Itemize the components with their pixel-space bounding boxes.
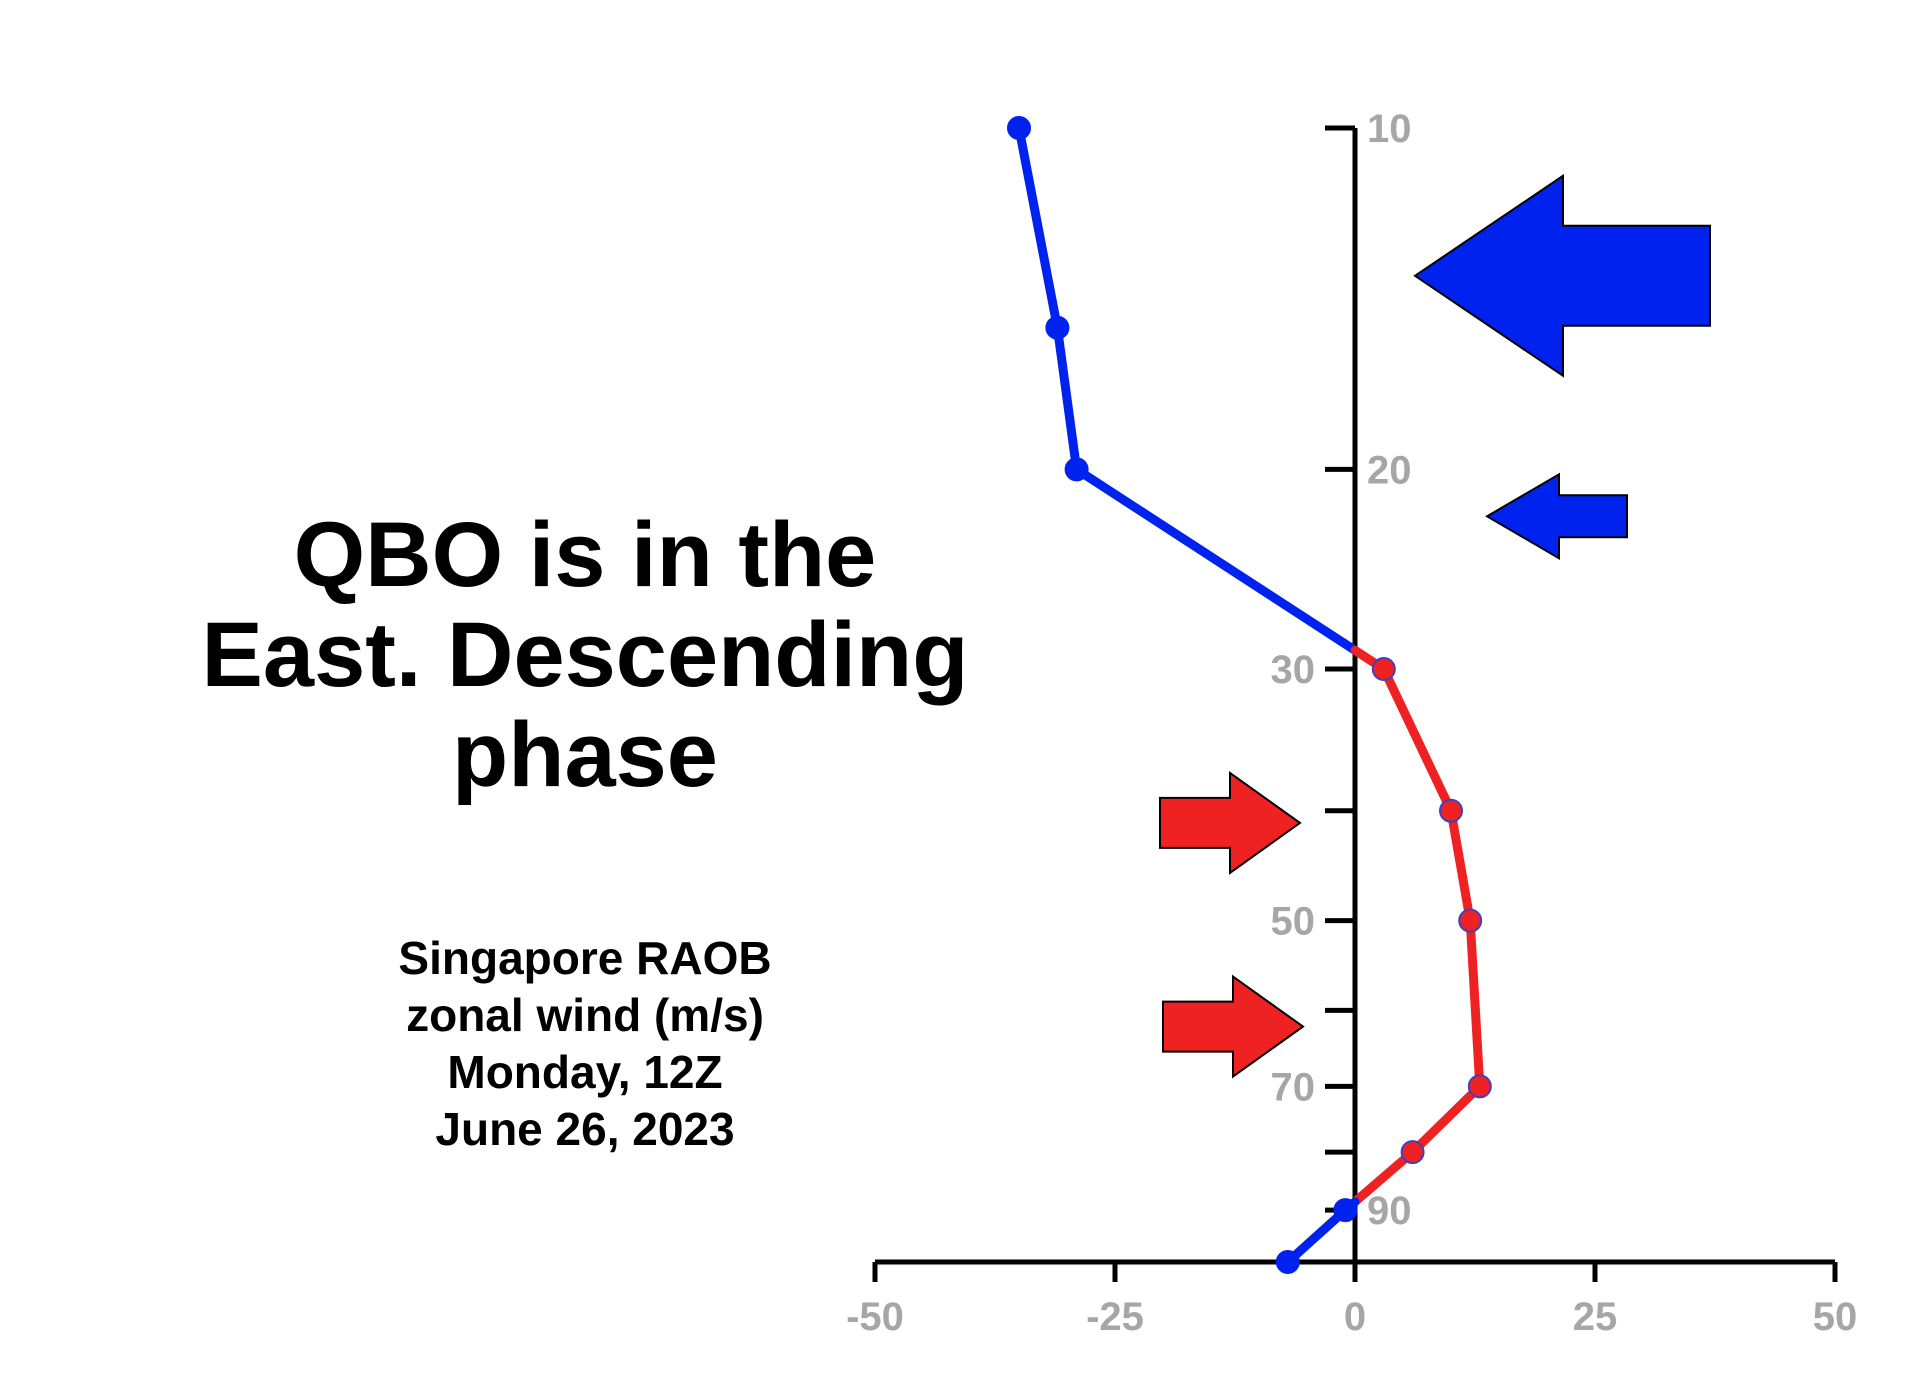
- series-segment: [1465, 916, 1485, 1091]
- headline-line-1: QBO is in the: [293, 504, 877, 606]
- data-point: [1045, 315, 1070, 340]
- data-point: [1333, 1198, 1358, 1223]
- y-tick-label: 10: [1367, 107, 1412, 151]
- left-arrow-icon: [1413, 173, 1711, 378]
- data-point: [1275, 1250, 1300, 1274]
- data-point: [1064, 457, 1089, 482]
- caption-station: Singapore RAOB: [398, 932, 772, 984]
- x-tick-label: 0: [1344, 1295, 1366, 1339]
- data-point: [1467, 1074, 1492, 1099]
- series-segment: [1283, 1205, 1350, 1267]
- wind-arrows: [1159, 173, 1711, 1079]
- y-tick-label: 20: [1367, 448, 1412, 492]
- series-segment: [1379, 664, 1456, 816]
- data-point: [1439, 798, 1463, 823]
- series-segment: [1446, 806, 1475, 926]
- series-segment: [1072, 464, 1360, 655]
- y-tick-label: 70: [1271, 1065, 1316, 1109]
- x-tick-label: -25: [1086, 1295, 1144, 1339]
- right-arrow-icon: [1162, 974, 1305, 1079]
- x-tick-label: -50: [846, 1295, 904, 1339]
- headline-line-3: phase: [452, 704, 718, 806]
- wind-series: [1007, 116, 1492, 1274]
- chart-axes: -50 -25 0 25 50 10 20 30 50 70 90: [846, 107, 1857, 1339]
- data-point: [1400, 1140, 1425, 1165]
- x-tick-label: 25: [1573, 1295, 1618, 1339]
- chart-caption: Singapore RAOB zonal wind (m/s) Monday, …: [290, 930, 880, 1158]
- data-point: [1007, 116, 1031, 140]
- left-arrow-icon: [1485, 472, 1628, 561]
- series-segment: [1014, 123, 1062, 333]
- y-tick-label: 30: [1271, 648, 1316, 692]
- data-point: [1371, 657, 1396, 682]
- series-segment: [1350, 1147, 1418, 1207]
- caption-date: June 26, 2023: [435, 1103, 735, 1155]
- x-tick-label: 50: [1813, 1295, 1858, 1339]
- right-arrow-icon: [1159, 770, 1302, 875]
- series-segment: [1052, 323, 1082, 474]
- caption-variable: zonal wind (m/s): [406, 989, 764, 1041]
- headline-line-2: East. Descending: [201, 604, 969, 706]
- y-tick-label: 90: [1367, 1189, 1412, 1233]
- caption-day-time: Monday, 12Z: [447, 1046, 723, 1098]
- series-segment: [1408, 1081, 1485, 1157]
- headline: QBO is in the East. Descending phase: [120, 505, 1050, 805]
- data-point: [1458, 908, 1483, 933]
- y-tick-label: 50: [1271, 900, 1316, 944]
